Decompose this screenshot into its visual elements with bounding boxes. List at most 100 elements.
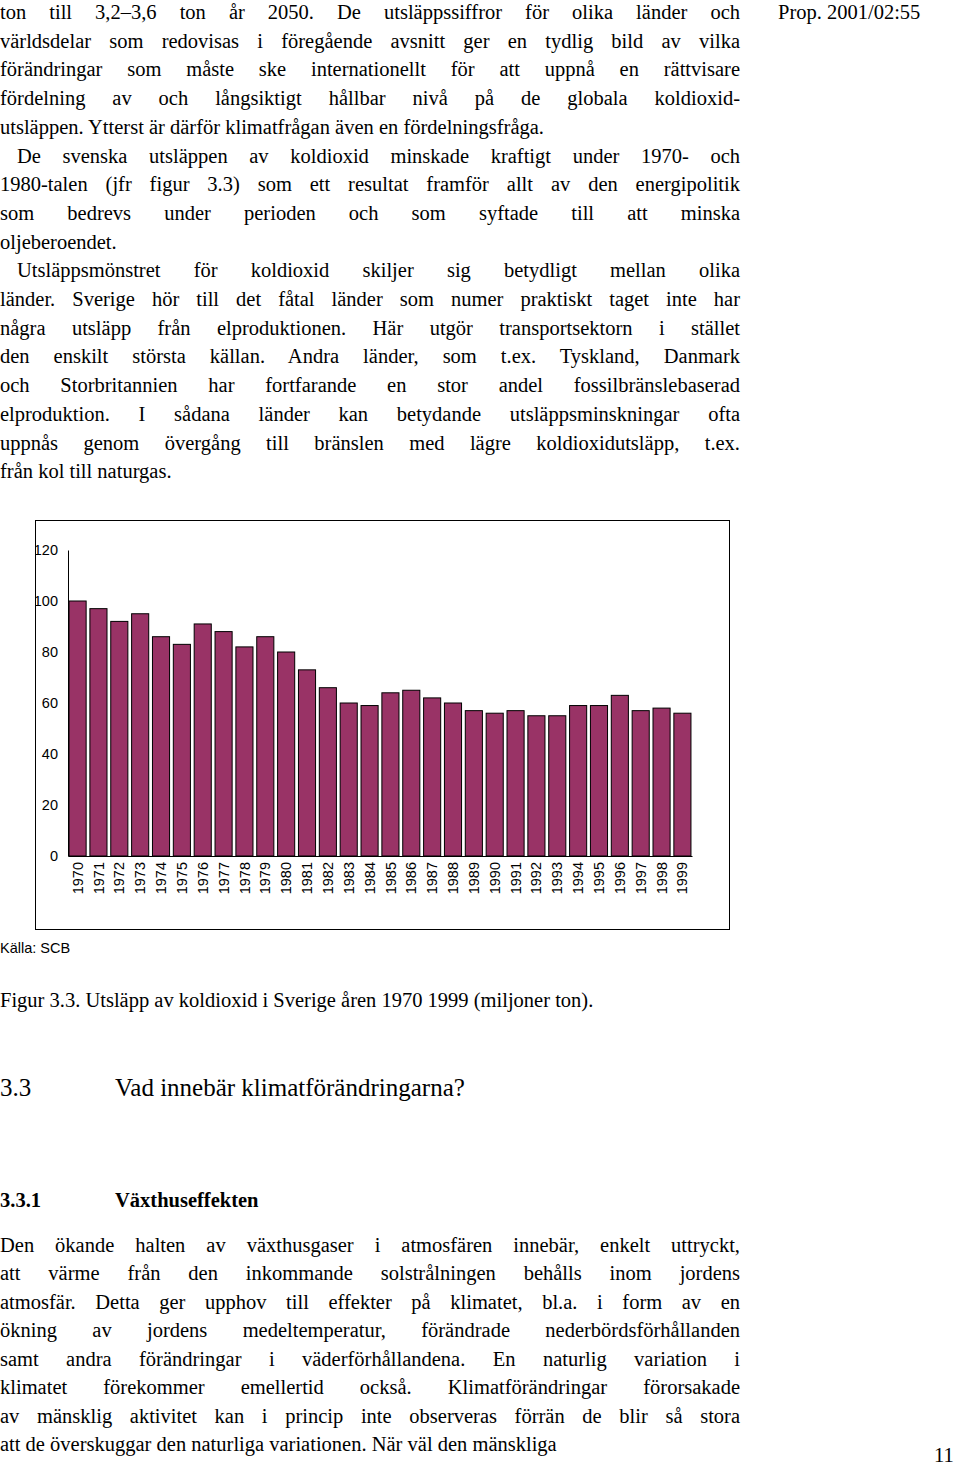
y-tick: 20 xyxy=(42,797,68,813)
chart: 0204060801001201970197119721973197419751… xyxy=(35,520,730,930)
x-tick-label: 1979 xyxy=(257,862,273,894)
y-tick-label: 0 xyxy=(50,848,58,864)
x-tick: 1989 xyxy=(466,856,482,894)
x-tick-label: 1981 xyxy=(299,862,315,894)
y-tick: 80 xyxy=(42,644,68,660)
bar xyxy=(507,711,524,856)
y-tick-label: 60 xyxy=(42,695,58,711)
section-title: Vad innebär klimatförändringarna? xyxy=(115,1074,465,1102)
paragraph-line: klimatet förekommer emellertid också. Kl… xyxy=(0,1373,740,1401)
paragraph-line: av mänsklig aktivitet kan i princip inte… xyxy=(0,1402,740,1430)
bar xyxy=(486,713,503,856)
bar xyxy=(611,695,628,856)
x-tick-label: 1978 xyxy=(237,862,253,894)
x-tick-label: 1976 xyxy=(195,862,211,894)
chart-frame xyxy=(36,521,730,930)
paragraph-line: 1980-talen (jfr figur 3.3) som ett resul… xyxy=(0,170,740,198)
bar xyxy=(653,708,670,856)
x-tick-label: 1985 xyxy=(383,862,399,894)
x-tick-label: 1986 xyxy=(403,862,419,894)
x-tick: 1974 xyxy=(153,856,169,894)
bar xyxy=(590,706,607,856)
paragraph-line: fördelning av och långsiktigt hållbar ni… xyxy=(0,84,740,112)
x-tick: 1993 xyxy=(549,856,565,894)
paragraph-line: förändringar som måste ske internationel… xyxy=(0,55,740,83)
bar xyxy=(444,703,461,856)
x-tick-label: 1982 xyxy=(320,862,336,894)
bar xyxy=(194,624,211,856)
bar xyxy=(132,614,149,856)
x-tick-label: 1991 xyxy=(508,862,524,894)
y-tick: 60 xyxy=(42,695,68,711)
bar xyxy=(173,644,190,856)
paragraph-line: från kol till naturgas. xyxy=(0,457,740,485)
x-tick-label: 1994 xyxy=(570,862,586,894)
x-tick: 1977 xyxy=(216,856,232,894)
x-axis-line xyxy=(69,856,693,857)
y-tick-label: 120 xyxy=(35,542,58,558)
paragraph-line: och Storbritannien har fortfarande en st… xyxy=(0,371,740,399)
bar xyxy=(632,711,649,856)
bar xyxy=(257,637,274,856)
x-tick: 1980 xyxy=(278,856,294,894)
y-tick-label: 100 xyxy=(35,593,58,609)
bar xyxy=(215,632,232,856)
paragraph-line: den enskilt största källan. Andra länder… xyxy=(0,342,740,370)
x-tick-label: 1980 xyxy=(278,862,294,894)
subsection-number: 3.3.1 xyxy=(0,1186,41,1214)
page-number: 11 xyxy=(934,1441,954,1469)
x-tick-label: 1974 xyxy=(153,862,169,894)
x-tick-label: 1977 xyxy=(216,862,232,894)
x-tick: 1971 xyxy=(91,856,107,894)
x-tick: 1998 xyxy=(654,856,670,894)
x-tick: 1979 xyxy=(257,856,273,894)
x-tick: 1991 xyxy=(508,856,524,894)
x-axis: 1970197119721973197419751976197719781979… xyxy=(69,856,693,894)
bar xyxy=(90,609,107,856)
x-tick: 1995 xyxy=(591,856,607,894)
x-tick: 1985 xyxy=(383,856,399,894)
paragraph-line: utsläppen. Ytterst är därför klimatfråga… xyxy=(0,113,740,141)
x-tick: 1978 xyxy=(237,856,253,894)
y-tick: 0 xyxy=(50,848,68,864)
x-tick-label: 1984 xyxy=(362,862,378,894)
x-tick-label: 1975 xyxy=(174,862,190,894)
chart-source: Källa: SCB xyxy=(0,934,70,962)
x-tick: 1983 xyxy=(341,856,357,894)
paragraph-line: oljeberoendet. xyxy=(0,228,740,256)
bar xyxy=(319,688,336,856)
x-tick-label: 1999 xyxy=(674,862,690,894)
paragraph-line: länder. Sverige hör till det fåtal lände… xyxy=(0,285,740,313)
x-tick: 1999 xyxy=(674,856,690,894)
bar xyxy=(152,637,169,856)
x-tick-label: 1993 xyxy=(549,862,565,894)
x-tick: 1984 xyxy=(362,856,378,894)
x-tick: 1975 xyxy=(174,856,190,894)
y-tick: 120 xyxy=(35,542,68,558)
bar xyxy=(69,601,86,856)
bar xyxy=(361,706,378,856)
bar xyxy=(340,703,357,856)
x-tick: 1987 xyxy=(424,856,440,894)
x-tick: 1972 xyxy=(111,856,127,894)
x-tick: 1986 xyxy=(403,856,419,894)
paragraph-line: att värme från den inkommande solstrålni… xyxy=(0,1259,740,1287)
x-tick: 1997 xyxy=(633,856,649,894)
paragraph-line: några utsläpp från elproduktionen. Här u… xyxy=(0,314,740,342)
bar xyxy=(382,693,399,856)
x-tick: 1996 xyxy=(612,856,628,894)
bar xyxy=(278,652,295,856)
x-tick: 1982 xyxy=(320,856,336,894)
paragraph-line: uppnås genom övergång till bränslen med … xyxy=(0,429,740,457)
x-tick-label: 1990 xyxy=(487,862,503,894)
bar xyxy=(465,711,482,856)
x-tick-label: 1992 xyxy=(528,862,544,894)
x-tick-label: 1998 xyxy=(654,862,670,894)
x-tick-label: 1970 xyxy=(70,862,86,894)
running-title: Prop. 2001/02:55 xyxy=(778,0,920,26)
bar xyxy=(111,621,128,856)
x-tick-label: 1972 xyxy=(111,862,127,894)
x-tick-label: 1983 xyxy=(341,862,357,894)
paragraph-line: som bedrevs under perioden och som syfta… xyxy=(0,199,740,227)
paragraph-line: De svenska utsläppen av koldioxid minska… xyxy=(17,142,740,170)
